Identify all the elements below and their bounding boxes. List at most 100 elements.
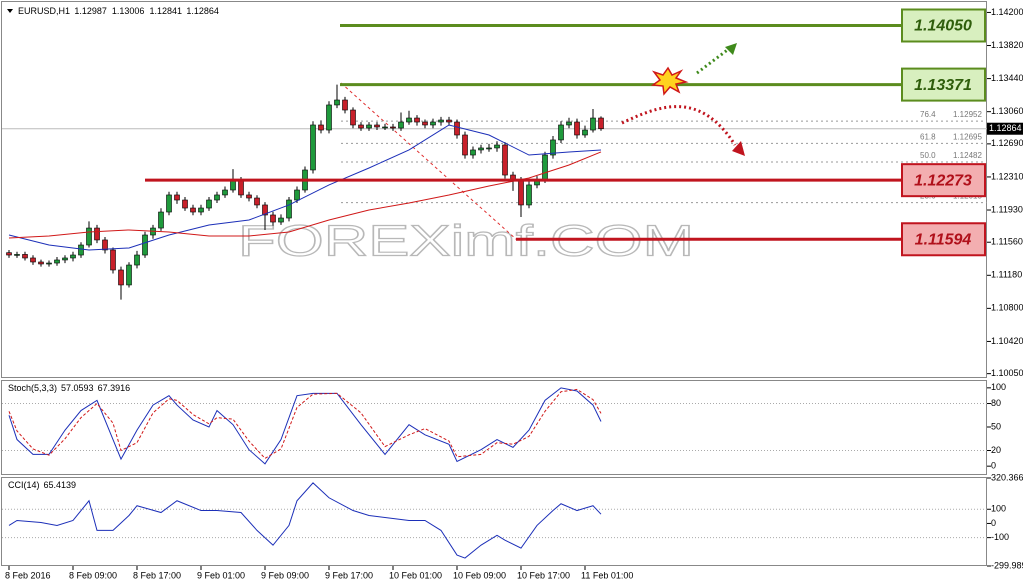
- candle-body: [62, 257, 68, 261]
- candle-body: [6, 252, 12, 256]
- candle-body: [102, 239, 108, 251]
- x-tick-label: 10 Feb 09:00: [453, 570, 506, 580]
- price-tag-label: 1.12864: [989, 123, 1022, 133]
- x-tick-label: 8 Feb 17:00: [133, 570, 181, 580]
- level-box: [901, 8, 986, 43]
- candle-body: [126, 264, 132, 286]
- up-arrow-head: [725, 43, 737, 55]
- candle-body: [390, 126, 396, 129]
- y-tick-label: 1.12310: [991, 171, 1023, 181]
- y-tick-label: 50: [991, 421, 1001, 431]
- candle-body: [22, 254, 28, 259]
- candle-body: [590, 117, 596, 131]
- candle-body: [326, 104, 332, 131]
- candle-body: [566, 121, 572, 126]
- candle-body: [54, 259, 60, 264]
- candle-body: [278, 217, 284, 223]
- candle-body: [142, 234, 148, 256]
- candle-body: [494, 144, 500, 149]
- candle-body: [350, 109, 356, 126]
- y-tick-label: 1.13060: [991, 106, 1023, 116]
- candle-body: [318, 124, 324, 131]
- level-box: [901, 163, 986, 198]
- candle-body: [438, 119, 444, 123]
- candle-body: [38, 261, 44, 265]
- y-tick-label: 1.10050: [991, 368, 1023, 378]
- candle-body: [334, 99, 340, 106]
- candle-body: [286, 199, 292, 219]
- y-tick-label: -299.989: [991, 560, 1023, 570]
- stoch-panel: [1, 380, 987, 475]
- candle-body: [398, 121, 404, 129]
- candle-body: [182, 199, 188, 209]
- y-tick-label: 1.11180: [991, 270, 1022, 280]
- chart-header: EURUSD,H1 1.12987 1.13006 1.12841 1.12864: [18, 6, 219, 16]
- indicator-value: 57.0593: [61, 383, 94, 393]
- candle-body: [190, 207, 196, 213]
- candle-body: [486, 147, 492, 150]
- up-arrow: [696, 46, 731, 75]
- y-tick-label: 80: [991, 398, 1001, 408]
- y-tick-label: 100: [991, 382, 1006, 392]
- x-tick-label: 10 Feb 01:00: [389, 570, 442, 580]
- candle-body: [526, 184, 532, 206]
- candle-body: [94, 227, 100, 241]
- watermark: FOREXimf.COM: [238, 217, 694, 266]
- candle-body: [174, 194, 180, 201]
- y-tick-label: 1.11930: [991, 204, 1023, 214]
- candle-body: [374, 124, 380, 128]
- plot-layer: 1.14200 1.13820 1.13440 1.13060 1.12690 1.123…: [2, 6, 1023, 580]
- price-tag: [987, 122, 1023, 135]
- down-arrow: [621, 105, 737, 146]
- level-box: [901, 222, 986, 257]
- x-tick-label: 10 Feb 17:00: [517, 570, 570, 580]
- header-value: 1.12864: [186, 6, 219, 16]
- candle-body: [422, 121, 428, 126]
- y-tick-label: 20: [991, 445, 1001, 455]
- header-value: EURUSD,H1: [18, 6, 70, 16]
- candle-body: [310, 124, 316, 171]
- x-tick-label: 8 Feb 09:00: [69, 570, 117, 580]
- symbol-menu-icon[interactable]: [7, 9, 13, 13]
- candle-body: [78, 244, 84, 256]
- level-label: 1.12273: [914, 172, 972, 189]
- candle-body: [470, 149, 476, 156]
- candle-body: [246, 194, 252, 199]
- candle-body: [30, 257, 36, 263]
- candle-body: [342, 99, 348, 111]
- watermark-group: FOREXimf.COM: [237, 216, 694, 266]
- main-panel: [1, 1, 987, 378]
- y-tick-label: 1.13440: [991, 73, 1023, 83]
- candle-body: [454, 121, 460, 136]
- indicator-line: [8, 482, 602, 559]
- moving-average: [8, 151, 602, 239]
- x-tick-label: 9 Feb 17:00: [325, 570, 373, 580]
- fib-price: 1.12482: [953, 151, 982, 160]
- candle-body: [118, 269, 124, 286]
- x-tick-label: 8 Feb 2016: [5, 570, 51, 580]
- header-value: 1.12987: [74, 6, 107, 16]
- candle-body: [382, 126, 388, 129]
- candle-body: [574, 121, 580, 136]
- candle-body: [598, 117, 604, 130]
- candle-body: [238, 179, 244, 196]
- candle-body: [558, 124, 564, 141]
- y-tick-label: -100: [991, 532, 1009, 542]
- candle-body: [582, 129, 588, 136]
- level-label: 1.13371: [914, 77, 972, 94]
- candle-body: [214, 194, 220, 201]
- candle-body: [294, 189, 300, 201]
- candle-body: [430, 121, 436, 126]
- indicator-title: CCI(14): [8, 480, 40, 490]
- moving-average: [8, 124, 602, 251]
- candle-body: [70, 254, 76, 259]
- indicator-value: 67.3916: [98, 383, 131, 393]
- fib-ratio: 50.0: [920, 151, 936, 160]
- x-tick-label: 11 Feb 01:00: [581, 570, 633, 580]
- indicator-header: Stoch(5,3,3) 57.0593 67.3916: [8, 383, 130, 393]
- fib-price: 1.12695: [953, 133, 982, 142]
- candle-body: [518, 179, 524, 206]
- candle-body: [478, 147, 484, 151]
